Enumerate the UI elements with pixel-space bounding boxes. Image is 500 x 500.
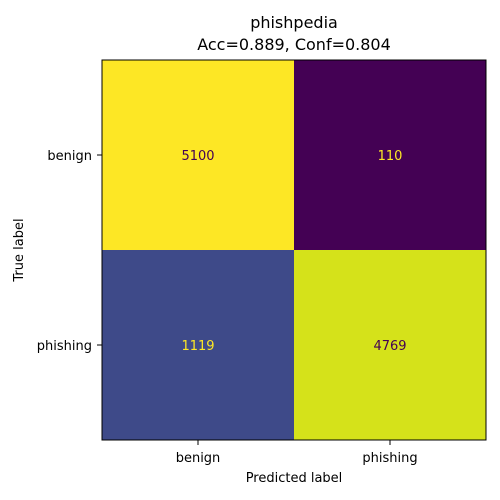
- cell-value-label: 5100: [181, 149, 214, 164]
- heatmap-cell-phishing-phishing: [294, 250, 486, 440]
- plot-frame: [101, 59, 487, 441]
- x-tick-label: phishing: [362, 451, 417, 466]
- cell-value-label: 4769: [373, 339, 406, 354]
- y-tick-label: phishing: [37, 339, 92, 354]
- heatmap-cell-benign-benign: [102, 60, 294, 250]
- chart-subtitle: Acc=0.889, Conf=0.804: [197, 35, 391, 54]
- heatmap-cells: 5100 110 1119 4769: [102, 60, 486, 440]
- cell-value-label: 1119: [181, 339, 214, 354]
- y-axis-label: True label: [12, 218, 27, 282]
- cell-value-label: 110: [378, 149, 403, 164]
- heatmap-cell-benign-phishing: [294, 60, 486, 250]
- x-tick-label: benign: [176, 451, 221, 466]
- x-axis-label: Predicted label: [246, 471, 343, 486]
- x-axis-ticks: benign phishing: [176, 440, 418, 466]
- chart-title: phishpedia: [250, 13, 338, 32]
- heatmap-cell-phishing-benign: [102, 250, 294, 440]
- y-axis-ticks: benign phishing: [37, 149, 102, 354]
- y-tick-label: benign: [47, 149, 92, 164]
